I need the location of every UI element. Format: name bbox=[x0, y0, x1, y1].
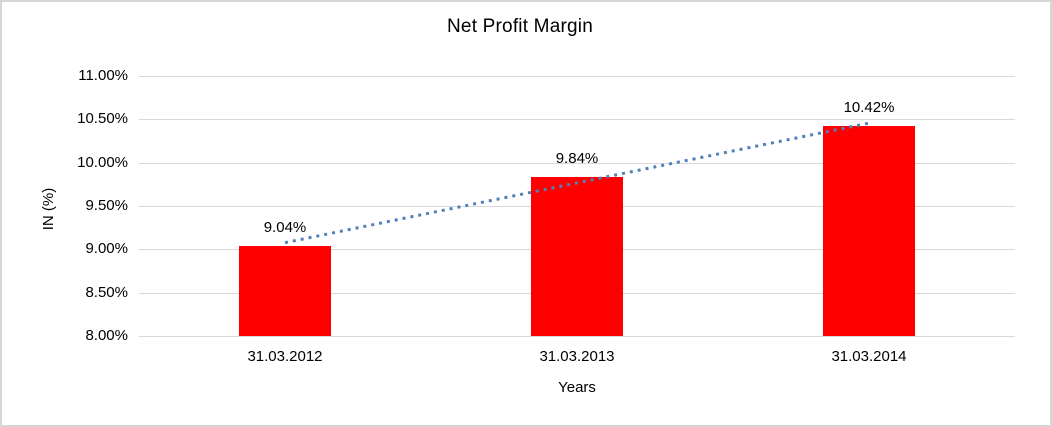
x-axis-tick-label: 31.03.2014 bbox=[831, 348, 907, 365]
y-axis-tick-label: 10.00% bbox=[77, 153, 128, 171]
x-axis-title: Years bbox=[558, 379, 596, 396]
data-label: 9.04% bbox=[263, 218, 307, 236]
y-axis-tick-label: 9.50% bbox=[85, 197, 128, 214]
x-axis-tick-label: 31.03.2013 bbox=[539, 348, 615, 365]
x-axis-tick-label: 31.03.2012 bbox=[247, 348, 323, 365]
bar-31.03.2012 bbox=[239, 245, 331, 336]
y-axis-tick-label: 8.00% bbox=[85, 327, 128, 344]
gridline bbox=[139, 76, 1015, 77]
data-label: 10.42% bbox=[843, 99, 895, 117]
gridline bbox=[139, 336, 1015, 337]
y-axis-tick-label: 8.50% bbox=[85, 283, 128, 301]
gridline bbox=[139, 119, 1015, 121]
bar-31.03.2014 bbox=[823, 126, 915, 336]
bar-31.03.2013 bbox=[531, 176, 623, 336]
y-axis-tick-label: 11.00% bbox=[78, 67, 128, 84]
chart-title: Net Profit Margin bbox=[447, 16, 593, 37]
y-axis-tick-label: 9.00% bbox=[85, 240, 128, 258]
data-label: 9.84% bbox=[555, 149, 599, 167]
y-axis-tick-label: 10.50% bbox=[77, 110, 128, 128]
